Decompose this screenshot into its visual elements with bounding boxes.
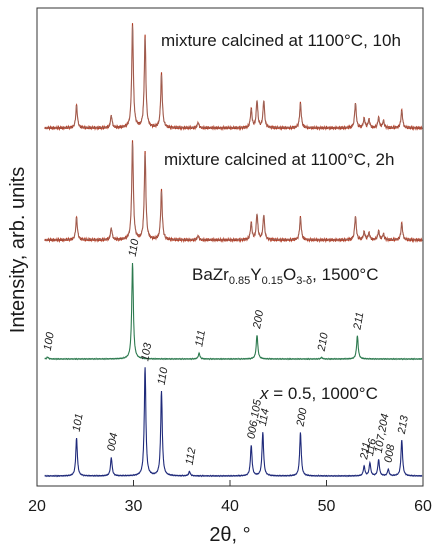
hkl-label: 008 <box>382 443 397 464</box>
hkl-label: 210 <box>316 331 331 353</box>
bzy-label-part-3: 0.15 <box>262 275 283 287</box>
series-label-bzy: BaZr0.85Y0.15O3-δ, 1500°C <box>192 265 379 287</box>
hkl-label: 004 <box>105 432 120 452</box>
hkl-label: 211 <box>358 441 373 461</box>
hkl-label: 200 <box>251 308 266 330</box>
hkl-label: 101 <box>71 413 86 433</box>
x-tick-label: 50 <box>318 498 336 515</box>
hkl-label: 211 <box>351 311 366 331</box>
hkl-label: 110 <box>156 366 171 386</box>
y-axis-title: Intensity, arb. units <box>7 167 29 333</box>
hkl-label: 112 <box>184 447 199 466</box>
bazr-label-part-0: x <box>259 384 269 403</box>
hkl-label: 111 <box>193 329 208 348</box>
trace-bazr_1000 <box>44 367 423 478</box>
hkl-label: 103 <box>139 341 154 362</box>
series-label-calcined-10h: mixture calcined at 1100°C, 10h <box>161 31 401 50</box>
hkl-layer: 100110111200210211101004103110112006,105… <box>42 237 411 466</box>
hkl-label: 213 <box>396 414 411 436</box>
bzy-label-part-2: Y <box>250 265 261 284</box>
hkl-label: 116 <box>364 437 379 457</box>
bzy-label-part-6: , 1500°C <box>312 265 378 284</box>
series-label-calcined-2h: mixture calcined at 1100°C, 2h <box>164 150 394 169</box>
x-ticks: 20 30 40 50 60 <box>28 480 432 515</box>
bzy-label-part-1: 0.85 <box>229 275 250 287</box>
x-tick-label: 30 <box>125 498 143 515</box>
x-tick-label: 60 <box>414 498 432 515</box>
trace-layer <box>44 23 423 478</box>
x-axis-title: 2θ, ° <box>209 524 250 546</box>
hkl-label: 110 <box>127 237 142 257</box>
hkl-label: 100 <box>42 331 57 352</box>
fit-calcined_10h <box>44 25 422 129</box>
trace-calcined_2h <box>44 140 423 244</box>
trace-bzy <box>44 262 423 361</box>
hkl-label: 114 <box>257 408 272 427</box>
x-tick-label: 20 <box>28 498 46 515</box>
bzy-label-part-0: BaZr <box>192 265 229 284</box>
bzy-label-part-5: 3-δ <box>296 275 312 287</box>
fit-calcined_2h <box>44 142 422 241</box>
bazr-label-part-1: = 0.5, 1000°C <box>269 384 378 403</box>
plot-frame <box>36 7 424 487</box>
series-label-bazr-1000: x = 0.5, 1000°C <box>259 384 378 403</box>
x-tick-label: 40 <box>221 498 239 515</box>
hkl-label: 200 <box>294 406 309 428</box>
trace-calcined_10h <box>44 23 423 132</box>
bzy-label-part-4: O <box>283 265 296 284</box>
